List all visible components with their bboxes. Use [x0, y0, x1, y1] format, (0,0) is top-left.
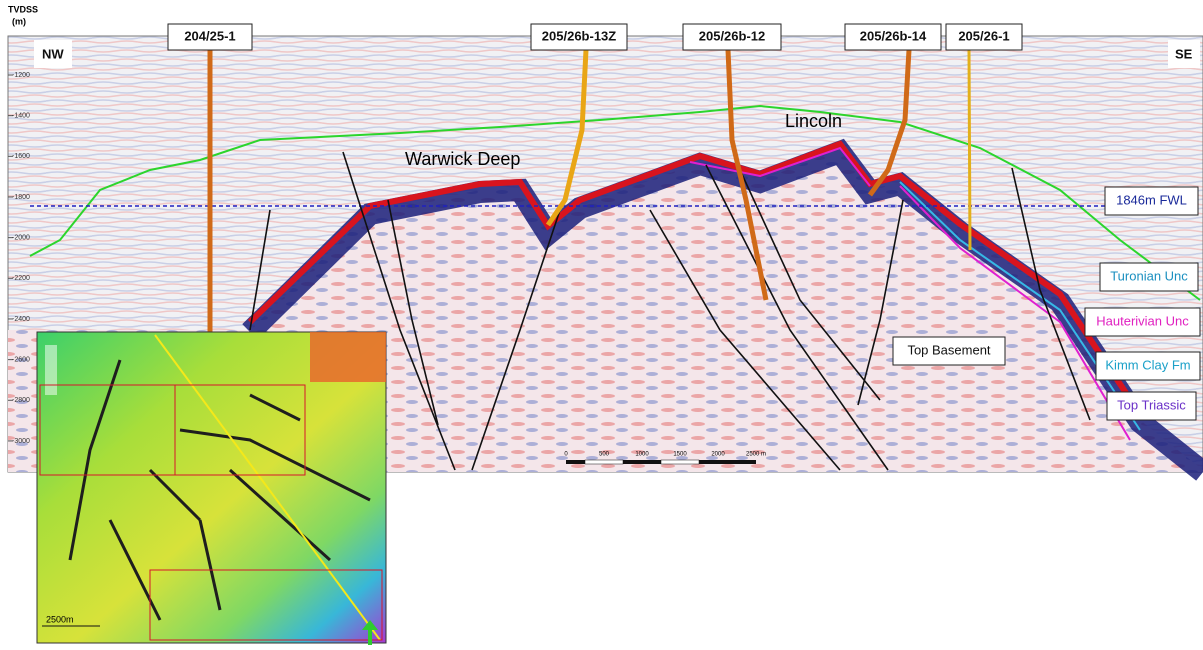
- nw-label: NW: [42, 46, 64, 61]
- horizon-label: Turonian Unc: [1110, 268, 1188, 283]
- field-label: Lincoln: [785, 111, 842, 131]
- scale-label: 2500 m: [746, 452, 766, 458]
- inset-scale-label: 2500m: [46, 614, 74, 624]
- horizon-label: Kimm Clay Fm: [1105, 357, 1190, 372]
- horizon-label: 1846m FWL: [1116, 192, 1187, 207]
- tick-label: -2600: [12, 356, 30, 363]
- tick-label: -2000: [12, 234, 30, 241]
- tick-label: -1400: [12, 113, 30, 120]
- horizon-label: Top Triassic: [1117, 397, 1186, 412]
- tick-label: -2200: [12, 275, 30, 282]
- scale-label: 2000: [711, 452, 725, 458]
- tick-label: -2800: [12, 397, 30, 404]
- field-label: Warwick Deep: [405, 149, 520, 169]
- tick-label: -1200: [12, 72, 30, 79]
- inset-high: [310, 332, 386, 382]
- scale-label: 1500: [673, 452, 687, 458]
- tick-label: -1800: [12, 194, 30, 201]
- well-name: 205/26b-13Z: [542, 28, 616, 43]
- axis-title: (m): [12, 16, 26, 26]
- se-label: SE: [1175, 46, 1193, 61]
- horizon-label: Hauterivian Unc: [1096, 313, 1189, 328]
- axis-title: TVDSS: [8, 4, 38, 14]
- tick-label: -3000: [12, 438, 30, 445]
- scale-bar: [566, 460, 756, 464]
- tick-label: -2400: [12, 316, 30, 323]
- figure: 05001000150020002500 m 2500m TVDSS (m) -…: [0, 0, 1203, 645]
- scale-label: 1000: [635, 452, 649, 458]
- well-name: 205/26-1: [958, 28, 1009, 43]
- tick-label: -1600: [12, 153, 30, 160]
- inset-colorbar: [45, 345, 57, 395]
- scale-label: 500: [599, 452, 610, 458]
- well-name: 205/26b-14: [860, 28, 927, 43]
- well-name: 205/26b-12: [699, 28, 766, 43]
- horizon-label: Top Basement: [907, 342, 990, 357]
- well-name: 204/25-1: [184, 28, 235, 43]
- page: 05001000150020002500 m 2500m TVDSS (m) -…: [0, 0, 1203, 645]
- inset-map: 2500m: [37, 332, 386, 645]
